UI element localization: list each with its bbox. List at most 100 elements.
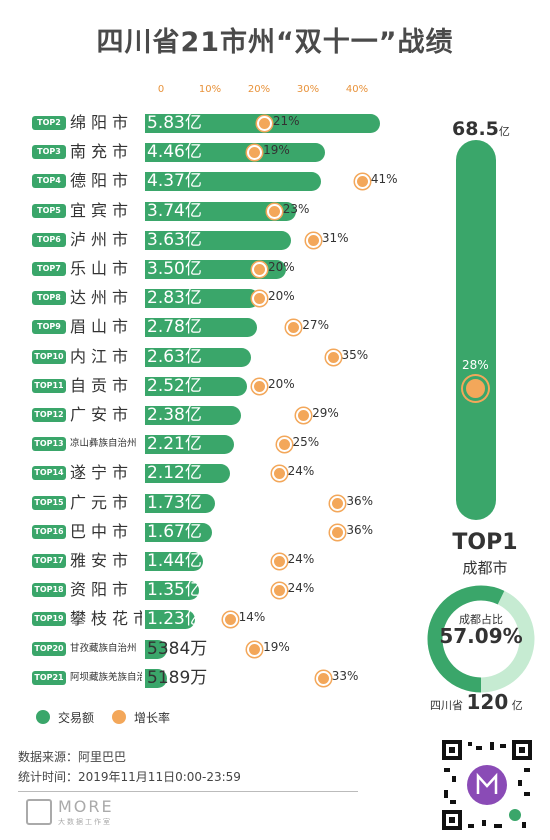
growth-dot: [252, 378, 267, 394]
donut-share-arc: [427, 585, 535, 693]
rank-badge: TOP10: [32, 349, 66, 364]
legend-label-growth: 增长率: [134, 711, 171, 725]
amount-bar: [145, 522, 213, 542]
growth-dot: [330, 495, 346, 511]
amount-label: 2.52亿: [147, 375, 202, 396]
city-row: TOP15 广元市 1.73亿 36%: [0, 490, 420, 519]
share-donut: [427, 585, 535, 693]
amount-bar: [145, 668, 167, 688]
city-row: TOP16 巴中市 1.67亿 36%: [0, 519, 420, 548]
logo-text: MORE: [58, 797, 114, 816]
city-name: 绵阳市: [70, 113, 134, 132]
amount-bar: [145, 260, 287, 279]
city-row: TOP9 眉山市 2.78亿 27%: [0, 314, 420, 343]
city-name: 内江市: [70, 346, 134, 366]
city-row: TOP11 自贡市 2.52亿 20%: [0, 373, 420, 402]
amount-label: 2.78亿: [147, 317, 202, 338]
growth-dot: [354, 174, 370, 190]
city-name: 阿坝藏族羌族自治州: [70, 671, 142, 683]
amount-bar: [145, 435, 235, 455]
growth-label: 20%: [268, 260, 295, 274]
growth-dot: [276, 437, 292, 453]
amount-bar: [145, 493, 215, 513]
growth-label: 35%: [341, 347, 369, 362]
top1-growth-dot: [463, 376, 488, 401]
growth-dot: [256, 116, 272, 131]
growth-label: 24%: [287, 552, 315, 566]
amount-bar: [145, 464, 231, 484]
rank-badge: TOP21: [32, 670, 66, 685]
growth-dot: [252, 291, 267, 307]
axis-tick: 20%: [247, 84, 271, 95]
growth-label: 14%: [238, 610, 266, 625]
rank-badge: TOP4: [32, 174, 66, 189]
logo-subtitle: 大数据工作室: [58, 818, 112, 826]
city-name: 自贡市: [70, 375, 134, 395]
legend-dot-amount: [36, 710, 50, 724]
amount-bar: [145, 639, 167, 659]
amount-label: 3.74亿: [147, 200, 202, 221]
data-source: 数据来源：阿里巴巴: [18, 750, 127, 764]
top1-city: 成都市: [462, 559, 508, 577]
rank-badge: TOP20: [32, 641, 66, 656]
growth-dot: [247, 641, 263, 657]
growth-dot: [271, 466, 287, 482]
amount-bar: [145, 201, 296, 221]
amount-bar: [145, 376, 247, 396]
amount-label: 1.67亿: [147, 521, 202, 542]
city-row: TOP2 绵阳市 5.83亿 21%: [0, 110, 420, 139]
rank-badge: TOP9: [32, 320, 66, 335]
growth-label: 20%: [268, 289, 295, 304]
rank-badge: TOP14: [32, 466, 66, 481]
axis-tick: 0: [157, 84, 165, 95]
city-row: TOP17 雅安市 1.44亿 24%: [0, 548, 420, 577]
city-name: 雅安市: [70, 551, 134, 570]
growth-dot: [271, 583, 287, 599]
amount-label: 3.63亿: [147, 229, 202, 250]
growth-dot: [247, 145, 263, 161]
rank-badge: TOP8: [32, 291, 66, 306]
amount-label: 5189万: [147, 667, 208, 688]
growth-label: 36%: [346, 493, 374, 508]
amount-bar: [145, 172, 322, 192]
share-label: 成都占比: [459, 613, 503, 626]
city-row: TOP19 攀枝花市1.23亿 14%: [0, 606, 420, 635]
amount-label: 2.83亿: [147, 288, 202, 309]
growth-label: 24%: [287, 464, 315, 479]
city-row: TOP5 宜宾市 3.74亿 23%: [0, 198, 420, 227]
top1-total: 68.5亿: [452, 118, 510, 140]
amount-bar: [145, 230, 292, 250]
growth-label: 36%: [346, 522, 374, 537]
rank-badge: TOP17: [32, 554, 66, 568]
amount-label: 5.83亿: [147, 113, 202, 133]
city-name: 广元市: [70, 492, 134, 512]
growth-dot: [325, 349, 341, 365]
city-name: 德阳市: [70, 171, 134, 191]
amount-bar: [145, 347, 251, 367]
amount-bar: [145, 318, 258, 338]
amount-label: 4.46亿: [147, 142, 202, 163]
city-name: 眉山市: [70, 317, 134, 337]
city-name: 达州市: [70, 288, 134, 308]
amount-label: 2.63亿: [147, 346, 202, 367]
city-name: 资阳市: [70, 580, 134, 600]
axis-tick: 10%: [198, 84, 222, 95]
city-name: 遂宁市: [70, 463, 134, 483]
amount-label: 1.35亿: [147, 580, 202, 601]
footer-divider: [18, 791, 358, 792]
amount-label: 2.12亿: [147, 463, 202, 484]
rank-badge: TOP15: [32, 495, 66, 510]
amount-bar: [145, 289, 260, 309]
growth-label: 33%: [331, 668, 359, 683]
growth-label: 19%: [263, 143, 290, 158]
rank-badge: TOP13: [32, 437, 66, 452]
city-row: TOP18 资阳市 1.35亿 24%: [0, 577, 420, 606]
rank-badge: TOP12: [32, 408, 66, 422]
city-row: TOP20 甘孜藏族自治州 5384万 19%: [0, 636, 420, 665]
rank-badge: TOP6: [32, 232, 66, 247]
amount-label: 4.37亿: [147, 171, 202, 192]
city-name: 广安市: [70, 405, 134, 424]
rank-badge: TOP7: [32, 262, 66, 276]
amount-label: 1.73亿: [147, 492, 202, 513]
city-name: 甘孜藏族自治州: [70, 642, 137, 654]
